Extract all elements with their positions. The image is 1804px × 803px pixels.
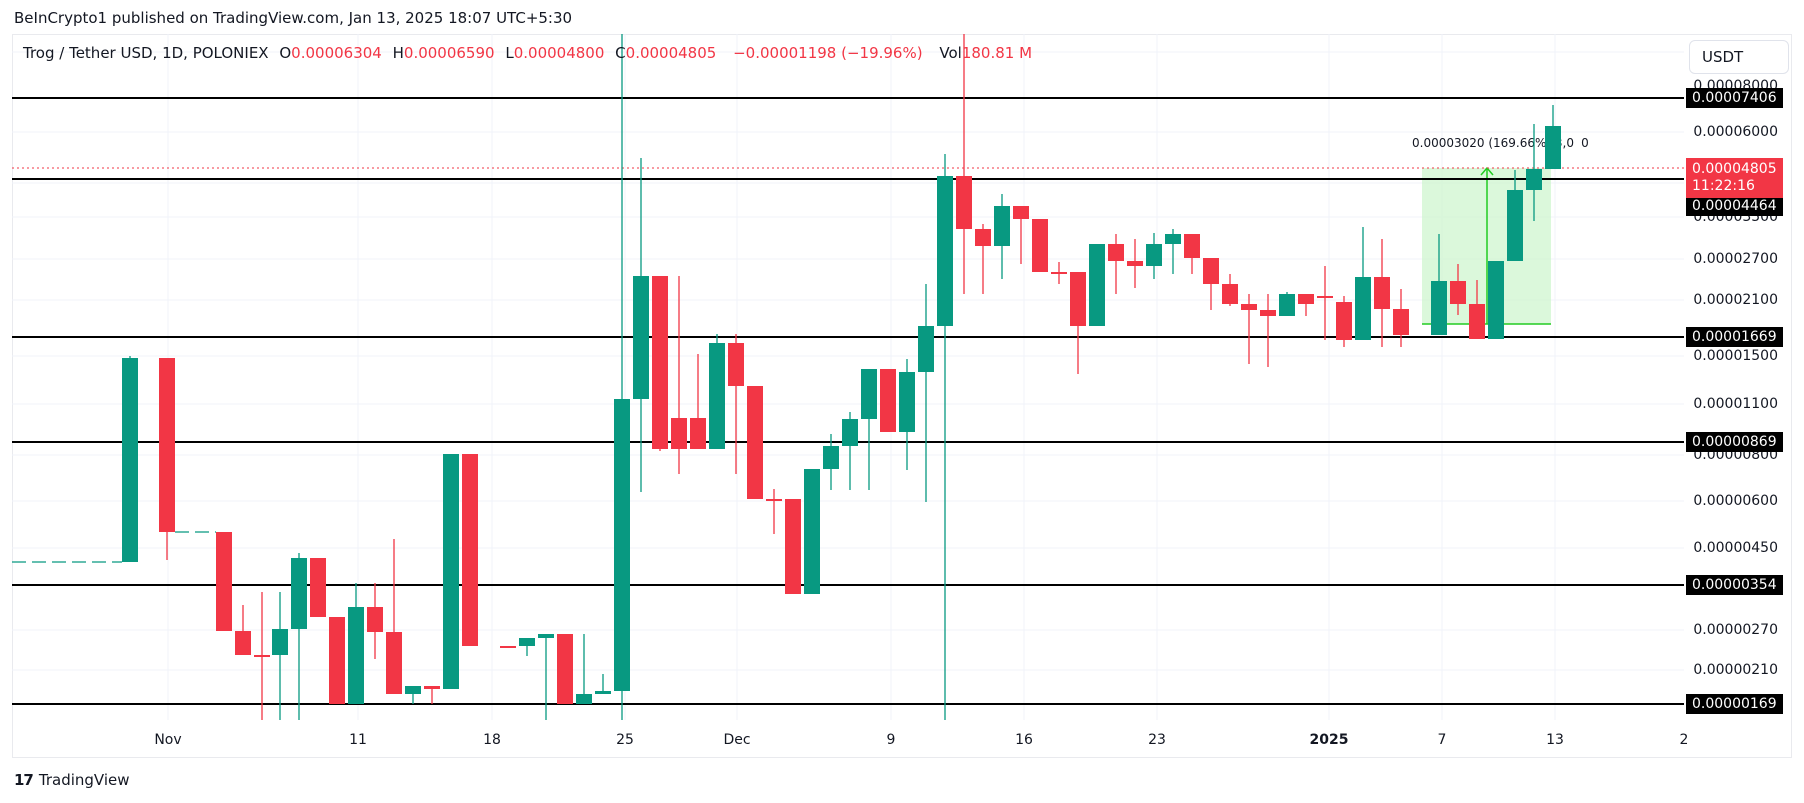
time-axis[interactable]: Nov 11 18 25 Dec 9 16 23 2025 7 13 2: [12, 722, 1688, 756]
x-tick: 25: [616, 732, 634, 748]
candlestick-chart: 0.00003020 (169.66%) 3,0 0: [12, 34, 1684, 720]
y-tick: 0.00000270: [1693, 622, 1778, 638]
y-tick: 0.00002700: [1693, 251, 1778, 267]
price-axis[interactable]: 0.00008000 0.00006000 0.00003500 0.00002…: [1684, 34, 1792, 720]
y-tick: 0.00000210: [1693, 662, 1778, 678]
x-tick: 23: [1148, 732, 1166, 748]
chart-plot-area[interactable]: 0.00003020 (169.66%) 3,0 0: [12, 34, 1684, 720]
level-badge: 0.00000354: [1686, 575, 1783, 595]
ohlc-legend: Trog / Tether USD, 1D, POLONIEX O0.00006…: [23, 44, 1033, 62]
tradingview-logo[interactable]: 17 TradingView: [14, 771, 130, 789]
volume-value: 180.81 M: [961, 44, 1033, 62]
tradingview-wordmark: TradingView: [38, 771, 130, 789]
level-badge: 0.00000869: [1686, 432, 1783, 452]
publish-line: BeInCrypto1 published on TradingView.com…: [14, 9, 573, 27]
last-price-badge: 0.00004805 11:22:16: [1686, 158, 1783, 198]
x-tick: 11: [349, 732, 367, 748]
level-badge: 0.00001669: [1686, 327, 1783, 347]
change-value: −0.00001198 (−19.96%): [733, 44, 923, 62]
level-badge: 0.00007406: [1686, 88, 1783, 108]
level-badge: 0.00004464: [1686, 196, 1783, 216]
x-tick: 18: [483, 732, 501, 748]
y-tick: 0.00001100: [1693, 396, 1778, 412]
bar-countdown: 11:22:16: [1692, 178, 1755, 194]
x-tick: Dec: [723, 732, 751, 748]
y-tick: 0.00000450: [1693, 540, 1778, 556]
svg-text:0.00003020 (169.66%) 3,0 0: 0.00003020 (169.66%) 3,0 0: [1412, 136, 1589, 150]
y-tick: 0.00001500: [1693, 348, 1778, 364]
level-badge: 0.00000169: [1686, 694, 1783, 714]
currency-button[interactable]: USDT: [1689, 40, 1789, 74]
x-tick: 7: [1437, 732, 1447, 748]
y-tick: 0.00006000: [1693, 124, 1778, 140]
x-tick: 13: [1546, 732, 1564, 748]
symbol-title: Trog / Tether USD, 1D, POLONIEX: [23, 44, 269, 62]
x-tick: 16: [1015, 732, 1033, 748]
x-tick-year: 2025: [1309, 732, 1349, 748]
x-tick: Nov: [154, 732, 182, 748]
x-tick: 9: [886, 732, 896, 748]
open-value: 0.00006304: [291, 44, 382, 62]
y-tick: 0.00002100: [1693, 292, 1778, 308]
y-tick: 0.00000600: [1693, 493, 1778, 509]
low-value: 0.00004800: [513, 44, 605, 62]
close-value: 0.00004805: [625, 44, 717, 62]
high-value: 0.00006590: [403, 44, 495, 62]
tradingview-mark-icon: 17: [14, 771, 34, 789]
x-tick: 2: [1679, 732, 1689, 748]
last-price: 0.00004805: [1692, 161, 1777, 177]
